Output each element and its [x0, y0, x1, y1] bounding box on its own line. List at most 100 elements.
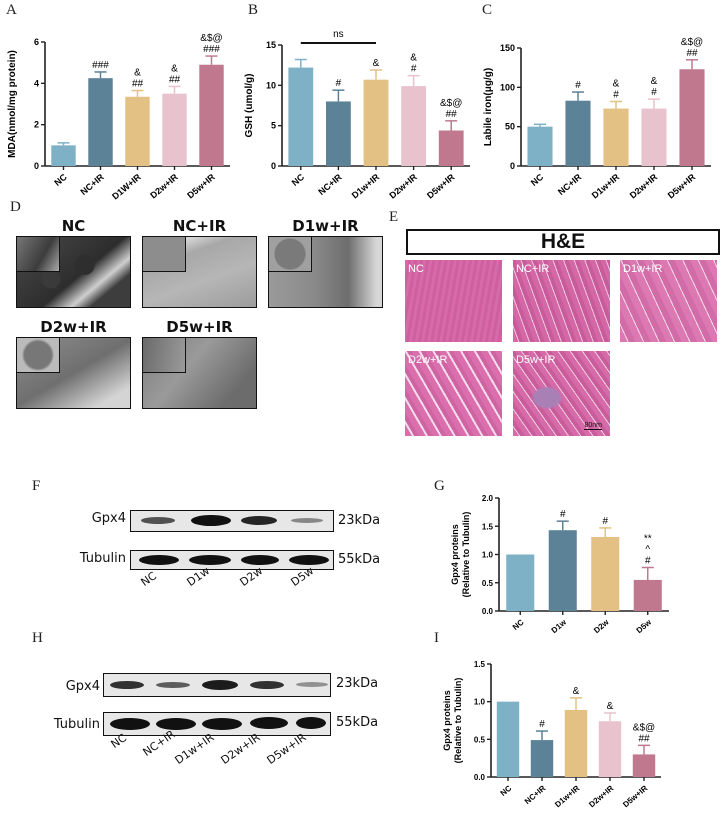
x-tick-label: D5w+IR [621, 783, 649, 809]
y-tick-label: 2 [34, 120, 39, 130]
he-image-label: D2w+IR [408, 354, 448, 366]
x-tick-label: NC [52, 172, 69, 188]
y-tick-label: 0 [34, 161, 39, 171]
y-tick-label: 0.0 [474, 773, 486, 782]
y-tick-label: 1.0 [474, 698, 486, 707]
x-tick-label: NC [529, 172, 546, 188]
tem-image [268, 236, 383, 308]
significance-marker: ^ [645, 544, 650, 555]
x-tick-label: D2w+IR [628, 172, 660, 200]
bar [199, 64, 224, 166]
significance-marker: # [651, 87, 657, 98]
bar [363, 79, 389, 166]
significance-marker: & [134, 68, 141, 79]
blot-protein-label: Tubulin [79, 551, 126, 566]
x-tick-label: D5w+IR [185, 172, 217, 200]
x-tick-label: D1W+IR [110, 172, 143, 200]
y-tick-label: 50 [505, 122, 515, 132]
panel-label-g: G [434, 478, 445, 494]
tem-title: D5w+IR [166, 318, 233, 336]
bar [530, 740, 554, 777]
y-tick-label: 0 [510, 161, 515, 171]
panel-label-f: F [32, 478, 41, 494]
blot-kda-label: 23kDa [338, 513, 381, 528]
significance-marker: # [645, 555, 651, 566]
x-tick-label: NC+IR [523, 783, 548, 806]
bar [496, 701, 520, 777]
significance-marker: # [539, 719, 545, 730]
y-tick-label: 1.5 [482, 522, 494, 531]
y-tick-label: 10 [266, 80, 276, 90]
significance-marker: # [411, 64, 417, 75]
significance-marker: &$@ [200, 33, 222, 44]
panel-label-d: D [10, 199, 21, 215]
x-tick-label: D5w+IR [666, 172, 698, 200]
significance-marker: & [573, 686, 580, 697]
y-axis-label: GSH (umol/g) [244, 74, 255, 138]
scale-bar: 80nm [584, 422, 602, 430]
x-tick-label: D2w+IR [387, 172, 419, 200]
lane-label: D5w+IR [264, 730, 309, 767]
significance-marker: & [410, 53, 417, 64]
bar [162, 93, 187, 166]
bar [527, 126, 553, 166]
x-tick-label: NC [290, 172, 307, 188]
bar [88, 78, 113, 166]
y-axis-label: MDA(nmol/mg protein) [7, 50, 18, 158]
significance-marker: & [651, 76, 658, 87]
bar [633, 579, 662, 611]
y-tick-label: 4 [34, 78, 39, 88]
x-tick-label: D1w+IR [350, 172, 382, 200]
tem-image [142, 236, 257, 308]
x-tick-label: D5w+IR [425, 172, 457, 200]
he-image: NC+IR [513, 260, 610, 342]
significance-marker: ## [686, 48, 698, 59]
bar [548, 530, 577, 611]
bar [438, 130, 464, 166]
y-tick-label: 2.0 [482, 494, 494, 503]
significance-bracket-label: ns [333, 29, 344, 40]
y-tick-label: 6 [34, 37, 39, 47]
x-tick-label: D2w+IR [587, 783, 615, 809]
he-image: NC [405, 260, 502, 342]
panel-label-a: A [6, 2, 17, 18]
x-tick-label: NC+IR [78, 172, 106, 198]
bar [565, 100, 591, 166]
significance-marker: &$@ [681, 37, 703, 48]
significance-marker: & [373, 58, 380, 69]
bar [641, 108, 667, 166]
tem-image [16, 236, 131, 308]
panel-label-i: I [434, 630, 439, 646]
gpx4-blot [103, 673, 331, 697]
y-tick-label: 0 [271, 161, 276, 171]
bar [125, 96, 150, 166]
lane-label: NC [138, 569, 160, 589]
bar [288, 67, 314, 166]
significance-marker: &$@ [633, 722, 655, 733]
gpx4-ir-bar-chart: 0.0 0.5 1.0 1.5 Gpx4 proteins (Relative to Tu… [442, 660, 661, 809]
blot-protein-label: Gpx4 [65, 679, 100, 694]
tem-image [142, 337, 257, 409]
bar [325, 101, 351, 166]
bar [679, 69, 705, 166]
blot-kda-label: 55kDa [338, 552, 381, 567]
bar [598, 721, 622, 777]
bar [506, 554, 535, 611]
significance-marker: ** [644, 533, 652, 544]
bar [632, 754, 656, 777]
blot-protein-label: Gpx4 [91, 511, 126, 526]
bar [591, 536, 620, 611]
x-tick-label: D2w+IR [148, 172, 180, 200]
x-tick-label: NC [499, 783, 514, 797]
y-axis-label: (Relative to Tubulin) [461, 512, 471, 598]
tubulin-blot [130, 550, 334, 570]
y-axis-label: Labile iron(μg/g) [483, 68, 494, 146]
significance-marker: # [613, 89, 619, 100]
significance-marker: & [171, 63, 178, 74]
y-tick-label: 150 [500, 43, 515, 53]
gpx4-timecourse-bar-chart: 0.0 0.5 1.0 1.5 2.0 Gpx4 proteins (Relative to… [450, 494, 669, 635]
y-tick-label: 0.5 [474, 735, 486, 744]
